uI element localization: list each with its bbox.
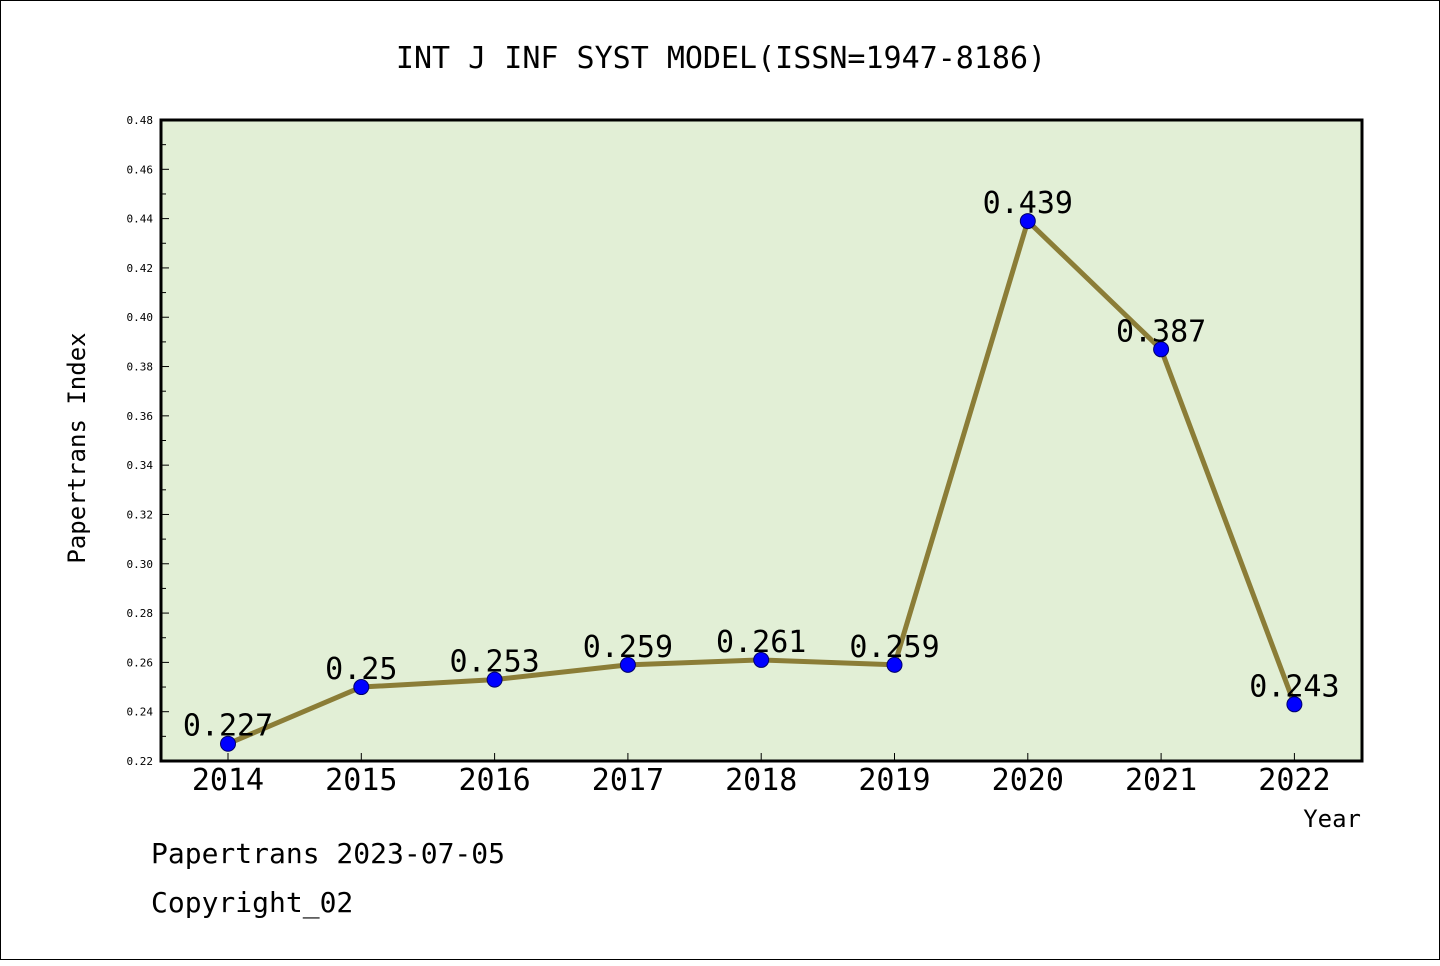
data-label-2015: 0.25 bbox=[325, 652, 397, 687]
footer-copyright: Copyright_02 bbox=[151, 886, 354, 919]
data-label-2019: 0.259 bbox=[849, 630, 939, 665]
footer-source: Papertrans 2023-07-05 bbox=[151, 837, 506, 870]
data-label-2020: 0.439 bbox=[983, 186, 1073, 221]
x-tick-label: 2020 bbox=[992, 763, 1064, 798]
y-tick-label: 0.26 bbox=[127, 656, 154, 669]
y-tick-label: 0.30 bbox=[127, 558, 154, 571]
y-tick-label: 0.24 bbox=[127, 706, 154, 719]
y-tick-label: 0.36 bbox=[127, 410, 154, 423]
data-point-2021 bbox=[1153, 341, 1170, 358]
data-point-2016 bbox=[486, 671, 503, 688]
data-point-2018 bbox=[753, 651, 770, 668]
x-tick-label: 2021 bbox=[1125, 763, 1197, 798]
data-label-2014: 0.227 bbox=[183, 709, 273, 744]
data-point-2022 bbox=[1286, 696, 1303, 713]
y-tick-label: 0.28 bbox=[127, 607, 154, 620]
data-point-2017 bbox=[619, 656, 636, 673]
y-tick-label: 0.38 bbox=[127, 361, 154, 374]
x-axis-label: Year bbox=[1303, 805, 1361, 833]
y-tick-label: 0.40 bbox=[127, 311, 154, 324]
x-tick-label: 2015 bbox=[325, 763, 397, 798]
x-tick-label: 2017 bbox=[592, 763, 664, 798]
y-axis-label: Papertrans Index bbox=[63, 332, 91, 563]
x-tick-label: 2014 bbox=[192, 763, 264, 798]
data-label-2021: 0.387 bbox=[1116, 314, 1206, 349]
series-papertrans-index: 0.227 0.25 0.253 0.259 0.261 0.259 0.439 0.387 0… bbox=[183, 186, 1340, 752]
y-tick-label: 0.34 bbox=[127, 459, 154, 472]
data-point-2014 bbox=[220, 735, 236, 752]
data-label-2018: 0.261 bbox=[716, 625, 806, 660]
y-tick-label: 0.44 bbox=[127, 213, 154, 226]
x-axis: 2014 2015 2016 2017 2018 2019 2020 2021 2022 bbox=[192, 753, 1331, 798]
x-tick-label: 2022 bbox=[1258, 763, 1330, 798]
chart-title: INT J INF SYST MODEL(ISSN=1947-8186) bbox=[396, 41, 1046, 76]
y-axis: 0.22 0.24 0.26 0.28 0.30 0.32 0.34 0.36 0.38 0.40… bbox=[127, 114, 169, 768]
data-label-2022: 0.243 bbox=[1249, 669, 1339, 704]
data-point-2015 bbox=[353, 679, 370, 696]
data-label-2017: 0.259 bbox=[583, 630, 673, 665]
data-point-2020 bbox=[1019, 213, 1036, 230]
x-tick-label: 2019 bbox=[858, 763, 930, 798]
x-tick-label: 2018 bbox=[725, 763, 797, 798]
data-label-2016: 0.253 bbox=[449, 645, 539, 680]
y-tick-label: 0.48 bbox=[127, 114, 154, 127]
x-tick-label: 2016 bbox=[458, 763, 530, 798]
y-tick-label: 0.46 bbox=[127, 163, 154, 176]
data-point-2019 bbox=[886, 656, 903, 673]
y-tick-label: 0.42 bbox=[127, 262, 154, 275]
y-tick-label: 0.22 bbox=[127, 755, 154, 768]
y-tick-label: 0.32 bbox=[127, 508, 154, 521]
